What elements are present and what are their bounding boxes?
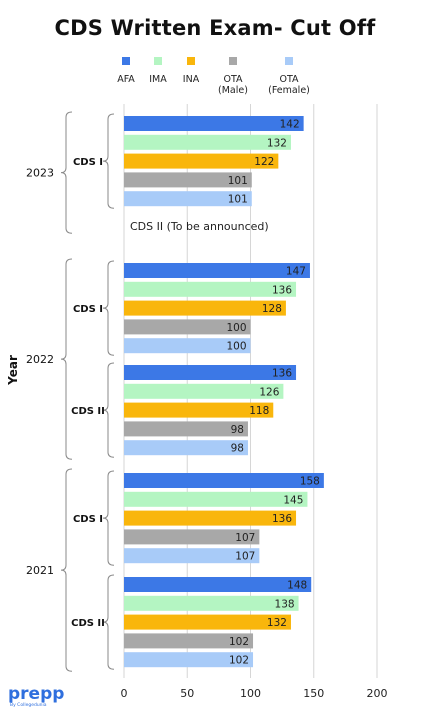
prepp-logo: prepp By Collegedunia [8,686,64,709]
logo-tagline: By Collegedunia [10,703,47,708]
bar-value-label: 136 [272,513,292,525]
bar [124,421,248,437]
legend-label: INA [183,74,200,85]
x-tick-label: 150 [303,687,324,700]
bar [124,402,274,418]
year-brace [60,468,73,672]
bar [124,191,252,207]
legend-label: (Female) [268,85,310,96]
legend-swatch [229,57,237,65]
bar-value-label: 128 [262,303,282,315]
year-label: 2022 [26,353,54,366]
bar [124,172,252,188]
bar [124,300,286,316]
legend-swatch [154,57,162,65]
bar-value-label: 126 [259,386,279,398]
year-brace [60,258,73,460]
bar [124,548,260,564]
year-label: 2023 [26,167,54,180]
legend-label: OTA [279,74,299,85]
legend-label: (Male) [218,85,248,96]
bar-value-label: 102 [229,655,249,667]
bar-value-label: 138 [275,598,295,610]
bar [124,116,304,131]
bar-value-label: 118 [249,405,269,417]
bar [124,263,310,278]
bar [124,614,291,630]
legend-swatch [187,57,195,65]
bar [124,595,299,611]
session-label: CDS I [73,514,103,525]
chart-title: CDS Written Exam- Cut Off [54,16,376,40]
bar-value-label: 122 [254,156,274,168]
bar-value-label: 132 [267,137,287,149]
bar [124,383,284,399]
bar-value-label: 132 [267,617,287,629]
bar [124,652,254,668]
session-brace [102,260,115,356]
year-label: 2021 [26,564,54,577]
bar [124,577,312,592]
session-brace [102,574,115,670]
session-brace [102,362,115,458]
session-label: CDS I [73,304,103,315]
bar-value-label: 101 [228,175,248,187]
bar-value-label: 100 [226,341,246,353]
bar [124,134,291,150]
legend-label: IMA [149,74,167,85]
bar-value-label: 136 [272,284,292,296]
x-tick-label: 200 [367,687,388,700]
bar-value-label: 142 [280,119,300,131]
bar-value-label: 136 [272,368,292,380]
legend-label: OTA [223,74,243,85]
session-brace [102,113,115,209]
bar-value-label: 102 [229,636,249,648]
announcement-note: CDS II (To be announced) [130,220,269,233]
bar [124,510,297,526]
legend-label: AFA [117,74,135,85]
bar [124,440,248,456]
bar-value-label: 107 [235,532,255,544]
bar [124,633,254,649]
x-tick-label: 50 [180,687,194,700]
bar [124,153,279,169]
session-label: CDS I [73,157,103,168]
bar [124,491,308,507]
bar [124,473,324,488]
bar-value-label: 158 [300,476,320,488]
session-brace [102,470,115,566]
legend-swatch [122,57,130,65]
legend-swatch [285,57,293,65]
bar [124,281,297,297]
logo-brand: prepp [8,684,65,704]
session-label: CDS II [71,618,105,629]
bar-value-label: 100 [226,322,246,334]
bar-value-label: 148 [287,580,307,592]
bar-value-label: 107 [235,551,255,563]
x-tick-label: 0 [121,687,128,700]
bar [124,319,251,335]
session-label: CDS II [71,406,105,417]
y-axis-title: Year [6,355,20,386]
bar [124,529,260,545]
bar-value-label: 147 [286,266,306,278]
bar-value-label: 98 [231,443,244,455]
year-brace [60,111,73,234]
bar-value-label: 98 [231,424,244,436]
x-tick-label: 100 [240,687,261,700]
bar [124,338,251,354]
bar [124,365,297,380]
bar-value-label: 145 [283,494,303,506]
bar-value-label: 101 [228,194,248,206]
